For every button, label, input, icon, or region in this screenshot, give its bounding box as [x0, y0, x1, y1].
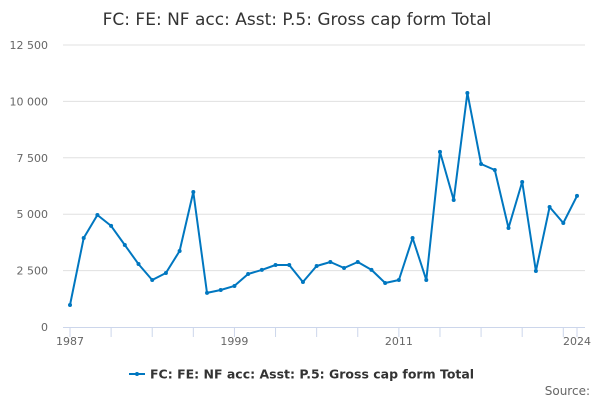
- y-tick-label: 2 500: [17, 265, 49, 278]
- data-point: [218, 288, 223, 293]
- data-point: [437, 149, 442, 154]
- data-point: [122, 242, 127, 247]
- data-point: [520, 179, 525, 184]
- data-point: [300, 279, 305, 284]
- data-point: [246, 271, 251, 276]
- data-point: [410, 236, 415, 241]
- series-line: [69, 91, 578, 306]
- x-tick-label: 2011: [385, 335, 413, 348]
- data-point: [259, 267, 264, 272]
- data-point: [68, 303, 72, 308]
- y-tick-label: 7 500: [17, 152, 49, 165]
- data-point: [575, 193, 579, 198]
- data-point: [273, 262, 278, 267]
- data-point: [191, 189, 196, 194]
- data-point: [177, 248, 182, 253]
- x-tick-label: 2024: [563, 335, 591, 348]
- data-point: [205, 290, 210, 295]
- data-point: [109, 223, 114, 228]
- data-point: [342, 266, 347, 271]
- data-point: [369, 267, 374, 272]
- data-point: [328, 260, 333, 265]
- data-point: [533, 269, 538, 274]
- y-tick-label: 0: [41, 321, 48, 334]
- data-point: [424, 277, 429, 282]
- data-point: [383, 281, 388, 286]
- data-point: [355, 260, 360, 265]
- y-tick-label: 10 000: [10, 95, 49, 108]
- x-tick-label: 1987: [56, 335, 84, 348]
- y-tick-label: 5 000: [17, 208, 49, 221]
- source-label[interactable]: Source:: [545, 384, 590, 398]
- data-point: [451, 197, 456, 202]
- chart-title: FC: FE: NF acc: Asst: P.5: Gross cap for…: [103, 10, 492, 30]
- data-point: [163, 270, 168, 275]
- data-point: [287, 262, 292, 267]
- data-point: [561, 220, 566, 225]
- data-point: [95, 212, 100, 217]
- data-point: [396, 277, 401, 282]
- x-tick-label: 1999: [220, 335, 248, 348]
- legend-label: FC: FE: NF acc: Asst: P.5: Gross cap for…: [150, 367, 474, 382]
- data-point: [506, 225, 511, 230]
- data-point: [314, 263, 319, 268]
- data-point: [150, 277, 155, 282]
- data-point: [492, 167, 497, 172]
- data-point: [136, 262, 141, 267]
- data-point: [465, 90, 470, 95]
- legend-item[interactable]: FC: FE: NF acc: Asst: P.5: Gross cap for…: [129, 367, 474, 382]
- data-point: [81, 236, 86, 241]
- y-tick-label: 12 500: [10, 39, 49, 52]
- data-point: [547, 204, 552, 209]
- legend-marker-icon: [135, 372, 139, 376]
- data-point: [232, 283, 237, 288]
- data-point: [479, 162, 484, 167]
